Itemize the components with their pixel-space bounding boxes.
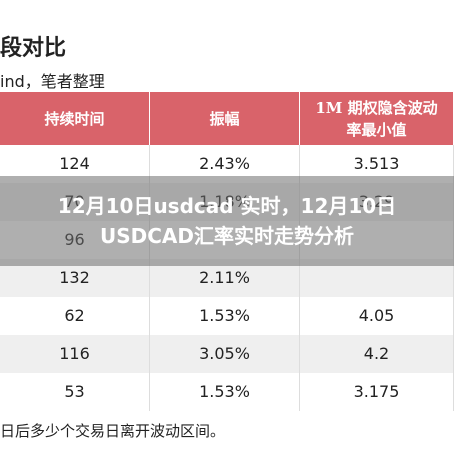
column-header: 1M 期权隐含波动率最小值 <box>300 92 454 145</box>
table-cell: 124 <box>0 145 150 183</box>
overlay-title: 12月10日usdcad 实时，12月10日USDCAD汇率实时走势分析 <box>57 194 397 248</box>
table-cell: 116 <box>0 335 150 373</box>
table-cell: 62 <box>0 297 150 335</box>
table-row: 53 1.53% 3.175 <box>0 373 454 411</box>
column-header: 振幅 <box>150 92 300 145</box>
table-row: 124 2.43% 3.513 <box>0 145 454 183</box>
table-cell: 53 <box>0 373 150 411</box>
table-cell: 132 <box>0 259 150 297</box>
table-cell: 1.53% <box>150 297 300 335</box>
heading: 段对比 <box>0 36 67 61</box>
table-cell: 1.53% <box>150 373 300 411</box>
table-row: 62 1.53% 4.05 <box>0 297 454 335</box>
column-header: 持续时间 <box>0 92 150 145</box>
table-cell: 2.11% <box>150 259 300 297</box>
table-row: 116 3.05% 4.2 <box>0 335 454 373</box>
table-cell: 4.2 <box>300 335 454 373</box>
footnote: 日后多少个交易日离开波动区间。 <box>0 422 226 440</box>
overlay: 12月10日usdcad 实时，12月10日USDCAD汇率实时走势分析 <box>0 176 454 266</box>
table-cell: 4.05 <box>300 297 454 335</box>
table-cell: 3.175 <box>300 373 454 411</box>
source: ind，笔者整理 <box>0 72 105 91</box>
table-cell: 2.43% <box>150 145 300 183</box>
table-cell: 3.05% <box>150 335 300 373</box>
